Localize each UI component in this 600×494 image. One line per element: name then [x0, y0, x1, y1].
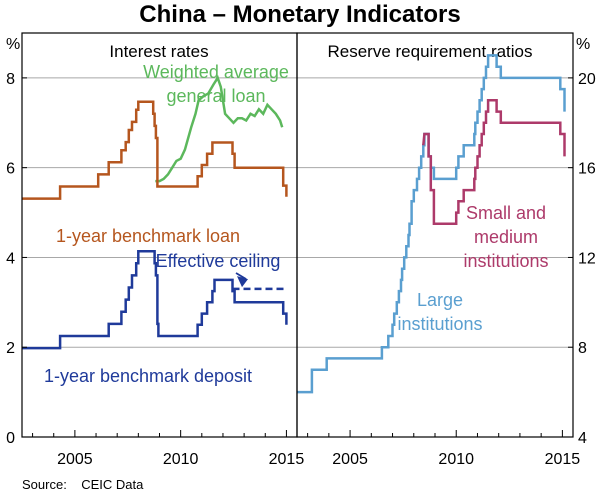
label-1-year-benchmark-loan: 1-year benchmark loan	[56, 226, 240, 246]
series-line-weighted-average-general-loan	[155, 75, 284, 183]
series-line-1-year-benchmark-deposit	[22, 249, 288, 350]
series-line-large-institutions	[297, 54, 566, 394]
x-tick-label: 2010	[163, 451, 199, 468]
right-y-tick-label: 16	[578, 161, 596, 178]
panel-left: Interest rates	[109, 42, 208, 61]
effective-ceiling-arrow-shaft	[235, 272, 247, 280]
x-tick-label: 2015	[269, 451, 305, 468]
axes-layer: 0 2 4 6 8 4 8 12 16 20 2005 2010 2015 2005 2010 2015	[6, 32, 596, 468]
label-effective-ceiling: Effective ceiling	[156, 251, 281, 271]
left-y-unit: %	[6, 36, 20, 53]
right-y-unit: %	[576, 36, 590, 53]
x-tick-label: 2005	[332, 451, 368, 468]
label-large-institutions: Large institutions	[397, 290, 482, 334]
x-tick-label: 2010	[438, 451, 474, 468]
left-y-tick-label: 4	[6, 250, 15, 267]
label-small-and-medium-institutions: Small and medium institutions	[463, 203, 548, 271]
right-panel-title: Reserve requirement ratios	[327, 42, 532, 61]
right-y-tick-label: 8	[578, 340, 587, 357]
source-note: Source: CEIC Data	[22, 477, 144, 492]
left-y-tick-label: 2	[6, 340, 15, 357]
right-y-tick-label: 20	[578, 71, 596, 88]
series-line-1-year-benchmark-loan	[22, 100, 288, 200]
label-weighted-average-general-loan: Weighted average general loan	[143, 62, 289, 106]
left-panel-title: Interest rates	[109, 42, 208, 61]
panel-right: Reserve requirement ratios	[327, 42, 532, 61]
left-y-tick-label: 8	[6, 71, 15, 88]
chart-title: China – Monetary Indicators	[139, 1, 460, 28]
series-layer	[22, 54, 566, 394]
series-line-small-and-medium-institutions	[422, 99, 566, 226]
x-tick-label: 2005	[57, 451, 93, 468]
left-y-tick-label: 0	[6, 430, 15, 447]
effective-ceiling-arrow-head	[237, 276, 248, 288]
label-1-year-benchmark-deposit: 1-year benchmark deposit	[44, 366, 252, 386]
x-tick-label: 2015	[545, 451, 581, 468]
left-y-tick-label: 6	[6, 161, 15, 178]
right-y-tick-label: 12	[578, 250, 596, 267]
labels-layer: Weighted average general loan 1-year bench…	[44, 62, 549, 386]
right-y-tick-label: 4	[578, 430, 587, 447]
